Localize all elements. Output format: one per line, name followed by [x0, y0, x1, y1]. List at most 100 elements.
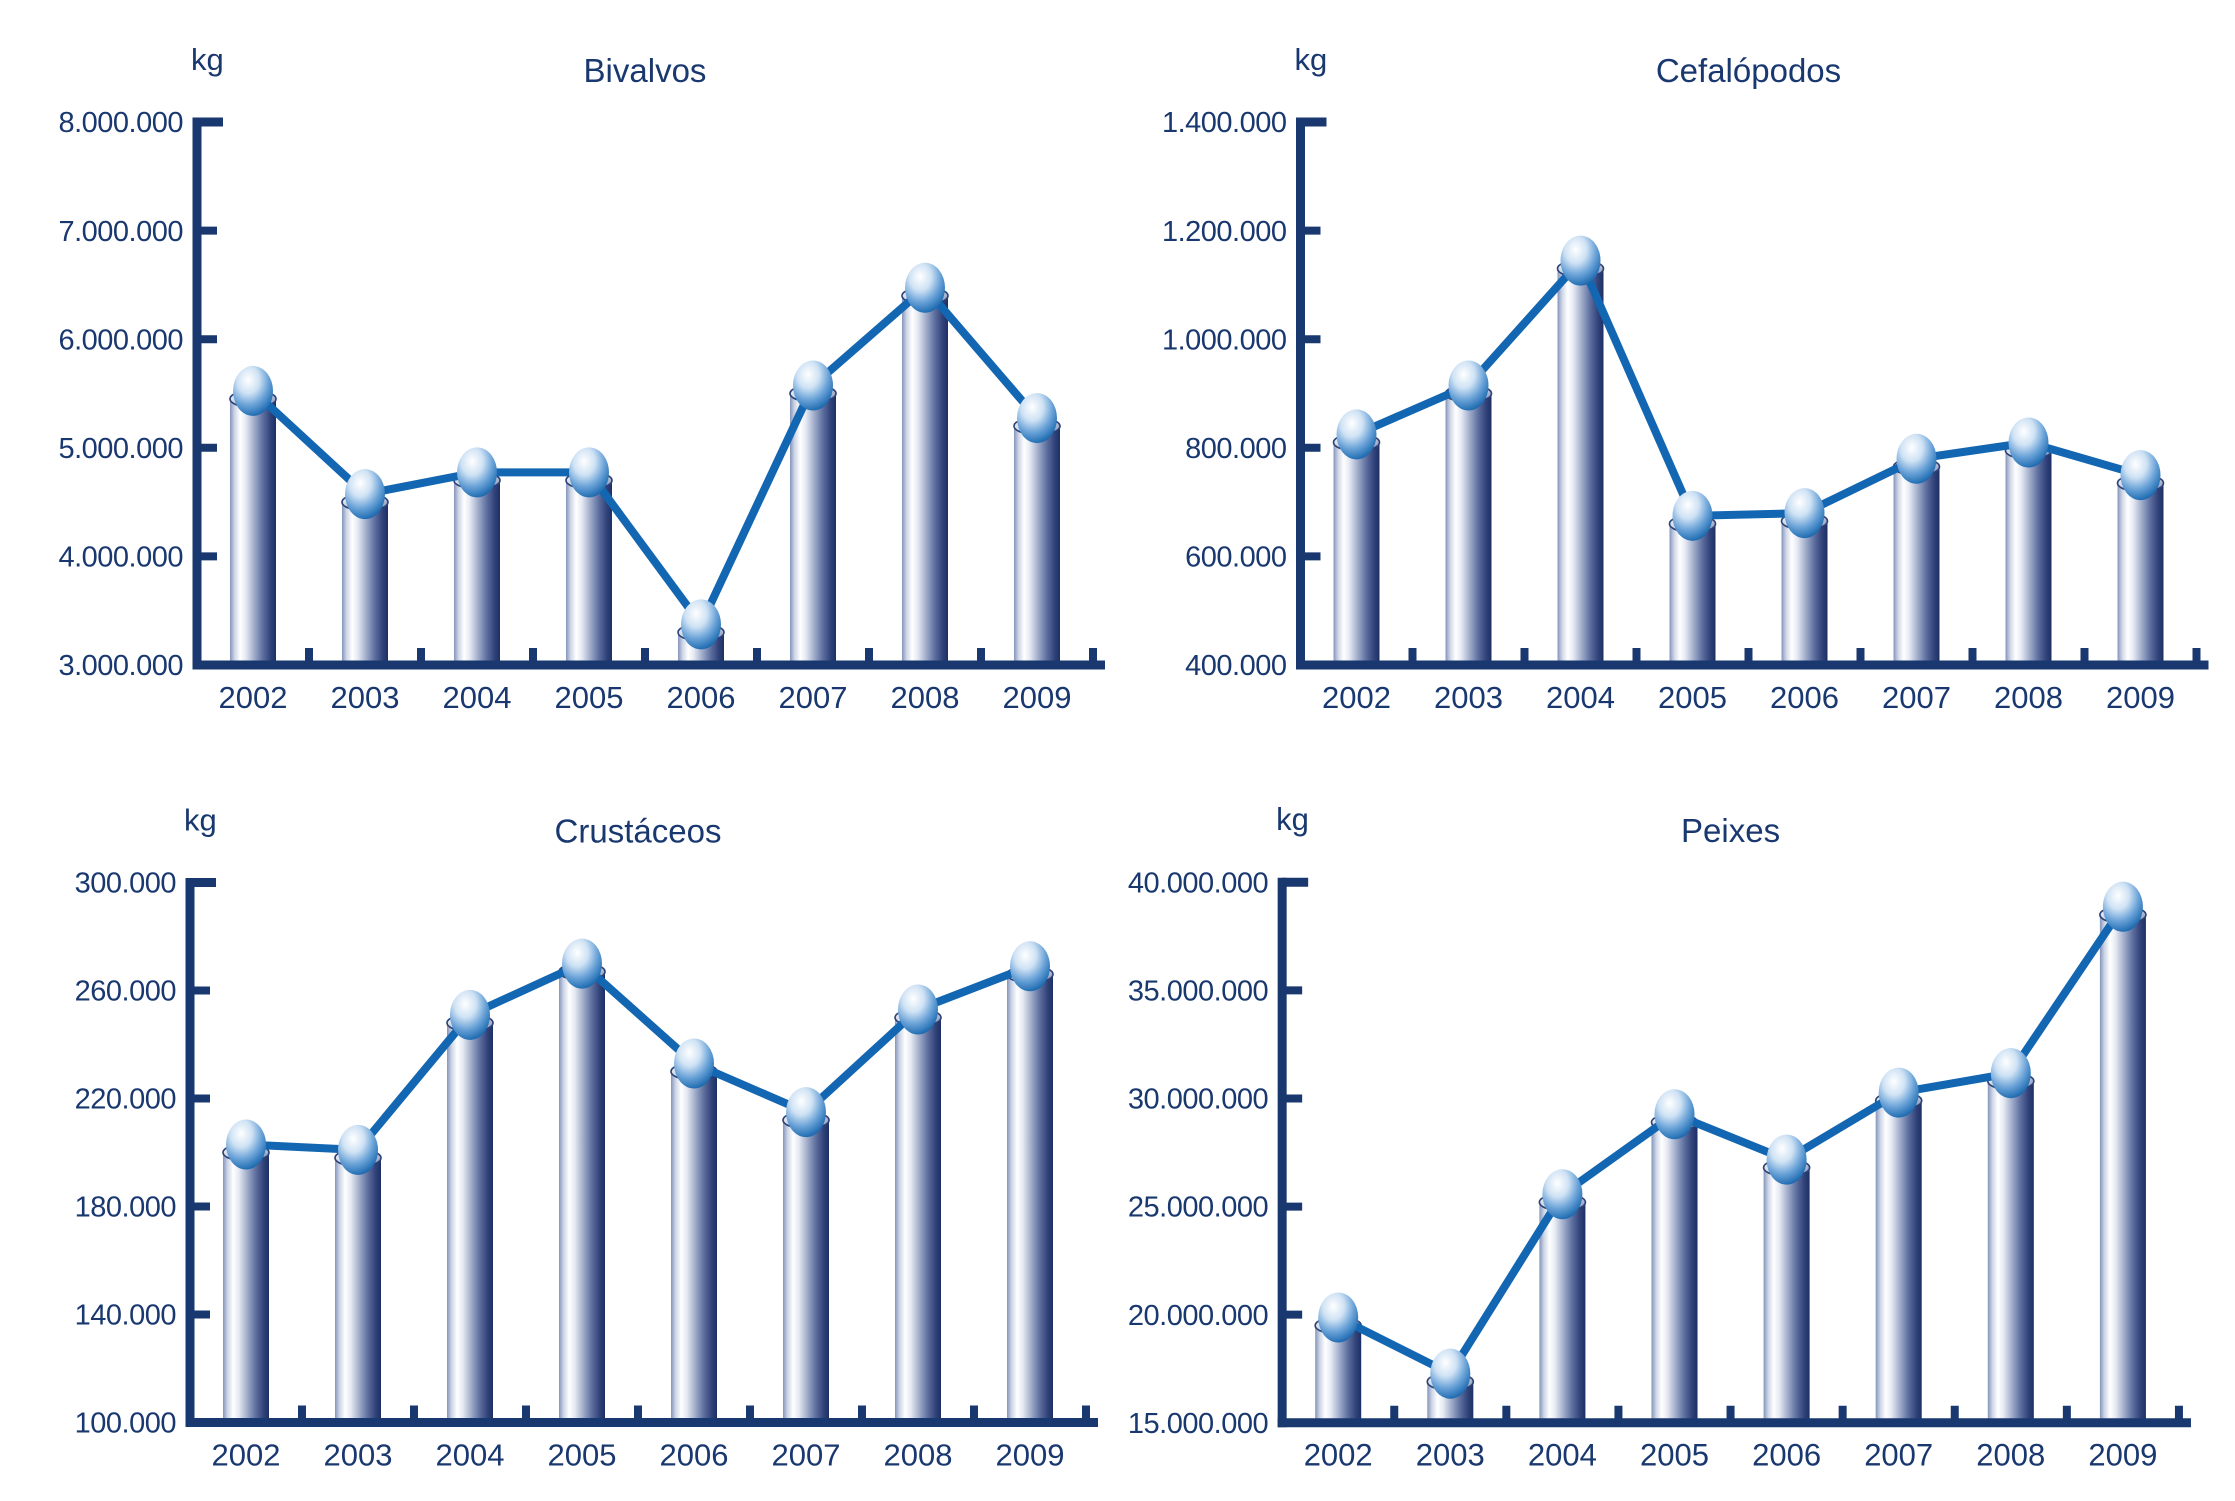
unit-label: kg	[191, 42, 224, 77]
y-tick-label-1400000: 1.400.000	[1162, 107, 1287, 139]
x-tick-label-2007: 2007	[1864, 1438, 1933, 1473]
bar-2009	[2117, 483, 2164, 665]
x-tick-label-2005: 2005	[1640, 1438, 1709, 1473]
marker-2003	[1448, 360, 1489, 411]
x-tick-label-2005: 2005	[1658, 680, 1727, 715]
marker-2008	[2008, 417, 2049, 468]
chart-bivalvos: 3.000.000 4.000.000 5.000.000 6.000.000 7.00…	[0, 0, 1117, 750]
bars-group	[1332, 259, 2165, 665]
bar-2007	[1875, 1100, 1922, 1423]
bar-2009	[1014, 426, 1060, 665]
y-tick-label-600000: 600.000	[1185, 542, 1286, 574]
marker-2009	[2120, 450, 2161, 501]
marker-2007	[1878, 1067, 1919, 1118]
x-tick-label-2004: 2004	[1546, 680, 1615, 715]
x-tick-label-2003: 2003	[324, 1437, 393, 1472]
series-line	[245, 958, 1032, 1154]
marker-2008	[905, 262, 945, 313]
x-tick-label-2007: 2007	[1882, 680, 1951, 715]
chart-cefalopodos-svg: 400.000 600.000 800.000 1.000.000 1.200.000 1…	[1162, 42, 2209, 715]
y-tick-label-220000: 220.000	[75, 1084, 176, 1116]
markers-group	[226, 938, 1050, 1175]
axes-group	[1296, 117, 2209, 670]
y-tick-label-35000000: 35.000.000	[1128, 976, 1268, 1008]
x-tick-label-2007: 2007	[772, 1437, 841, 1472]
markers-group	[1318, 881, 2143, 1399]
marker-2002	[233, 365, 273, 416]
bar-2008	[895, 1017, 941, 1423]
marker-2007	[1896, 433, 1937, 484]
chart-peixes-svg: 15.000.000 20.000.000 25.000.000 30.000.000…	[1128, 802, 2191, 1473]
chart-crustaceos-svg: 100.000 140.000 180.000 220.000 260.000 300.0…	[75, 803, 1098, 1473]
y-tick-label-8000000: 8.000.000	[58, 107, 183, 139]
bar-2006	[1781, 521, 1828, 665]
unit-label: kg	[184, 803, 217, 838]
marker-2009	[1017, 393, 1057, 444]
bar-2005	[566, 480, 612, 665]
marker-2008	[898, 984, 938, 1035]
bars-group	[1314, 905, 2147, 1423]
x-tick-label-2008: 2008	[891, 680, 960, 715]
marker-2007	[786, 1087, 826, 1138]
bar-2009	[1007, 974, 1053, 1423]
labels-group: 3.000.000 4.000.000 5.000.000 6.000.000 7.00…	[58, 42, 1071, 715]
axes-group	[192, 117, 1105, 670]
marker-2003	[1430, 1348, 1471, 1399]
marker-2006	[1784, 488, 1825, 539]
y-tick-label-100000: 100.000	[75, 1408, 176, 1440]
bar-2004	[1539, 1202, 1586, 1423]
bar-2004	[447, 1022, 493, 1423]
y-tick-label-800000: 800.000	[1185, 433, 1286, 465]
y-tick-label-40000000: 40.000.000	[1128, 867, 1268, 899]
chart-peixes: 15.000.000 20.000.000 25.000.000 30.000.000…	[1117, 750, 2235, 1501]
chart-title: Crustáceos	[555, 813, 722, 850]
y-tick-label-180000: 180.000	[75, 1192, 176, 1224]
marker-2004	[1560, 235, 1601, 286]
bar-2007	[783, 1120, 829, 1423]
marker-2005	[1654, 1089, 1695, 1140]
marker-2008	[1990, 1048, 2031, 1099]
marker-2009	[2102, 881, 2143, 932]
unit-label: kg	[1276, 802, 1309, 837]
chart-title: Cefalópodos	[1656, 52, 1841, 89]
bar-2002	[223, 1152, 269, 1423]
y-tick-label-1000000: 1.000.000	[1162, 324, 1287, 356]
y-tick-label-5000000: 5.000.000	[58, 433, 183, 465]
marker-2002	[1318, 1292, 1359, 1343]
x-tick-label-2009: 2009	[2088, 1438, 2157, 1473]
axes-group	[1277, 877, 2191, 1428]
chart-title: Peixes	[1681, 812, 1780, 849]
labels-group: 100.000 140.000 180.000 220.000 260.000 300.0…	[75, 803, 1065, 1473]
y-tick-label-20000000: 20.000.000	[1128, 1300, 1268, 1332]
y-tick-label-3000000: 3.000.000	[58, 650, 183, 682]
marker-2009	[1010, 941, 1050, 992]
y-tick-label-7000000: 7.000.000	[58, 216, 183, 248]
unit-label: kg	[1295, 42, 1328, 77]
bar-2004	[454, 480, 500, 665]
bar-2002	[1333, 442, 1380, 665]
marker-2003	[338, 1124, 378, 1175]
x-tick-label-2008: 2008	[1976, 1438, 2045, 1473]
marker-2002	[1336, 409, 1377, 460]
x-tick-label-2003: 2003	[331, 680, 400, 715]
bar-2006	[671, 1071, 717, 1423]
y-tick-label-6000000: 6.000.000	[58, 324, 183, 356]
x-tick-label-2009: 2009	[996, 1437, 1065, 1472]
x-tick-label-2002: 2002	[1322, 680, 1391, 715]
x-tick-label-2004: 2004	[436, 1437, 505, 1472]
bar-2003	[335, 1157, 381, 1423]
bar-2007	[790, 393, 836, 665]
y-tick-label-140000: 140.000	[75, 1300, 176, 1332]
chart-bivalvos-svg: 3.000.000 4.000.000 5.000.000 6.000.000 7.00…	[58, 42, 1105, 715]
y-tick-label-400000: 400.000	[1185, 650, 1286, 682]
bar-2008	[1987, 1081, 2034, 1423]
bar-2002	[230, 398, 276, 665]
marker-2005	[562, 938, 602, 989]
y-tick-label-25000000: 25.000.000	[1128, 1192, 1268, 1224]
marker-2005	[1672, 490, 1713, 541]
x-tick-label-2006: 2006	[1752, 1438, 1821, 1473]
marker-2002	[226, 1119, 266, 1170]
marker-2004	[457, 447, 497, 498]
y-tick-label-4000000: 4.000.000	[58, 542, 183, 574]
